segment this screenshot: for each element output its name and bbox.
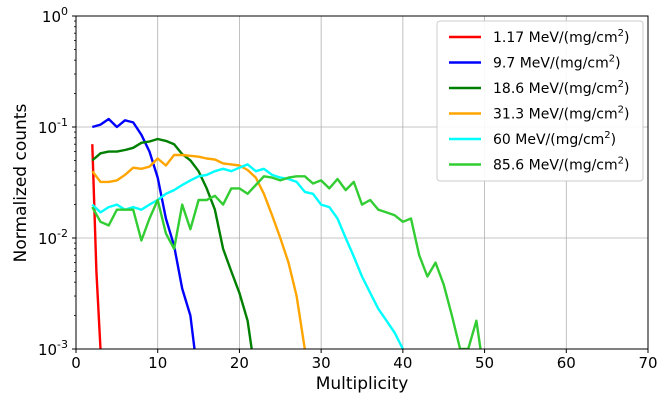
plot-frame — [75, 15, 649, 350]
legend-label-2: 18.6 MeV/(mg/cm2) — [493, 79, 630, 97]
legend-label-4: 60 MeV/(mg/cm2) — [493, 130, 616, 148]
legend-label-0: 1.17 MeV/(mg/cm2) — [493, 28, 630, 46]
series-line-5 — [91, 175, 482, 349]
y-tick-label: 10-2 — [38, 227, 68, 248]
y-axis-label: Normalized counts — [11, 104, 31, 263]
y-tick-label: 10-3 — [38, 338, 68, 359]
x-tick-label: 70 — [638, 354, 657, 372]
y-tick-label: 10-1 — [38, 116, 68, 137]
series-line-2 — [91, 137, 253, 349]
legend-label-1: 9.7 MeV/(mg/cm2) — [493, 54, 621, 72]
x-tick-label: 0 — [71, 354, 81, 372]
series-line-4 — [91, 163, 404, 349]
x-tick-label: 50 — [475, 354, 494, 372]
legend-box — [436, 20, 644, 182]
axis-ticks: 0 10 20 30 40 50 60 70 100 10-1 10-2 10-3 — [38, 5, 658, 372]
series-layer — [91, 117, 482, 349]
x-tick-label: 40 — [393, 354, 412, 372]
x-axis-label: Multiplicity — [316, 374, 409, 394]
legend: 1.17 MeV/(mg/cm2) 9.7 MeV/(mg/cm2) 18.6 Me… — [436, 20, 644, 182]
y-tick-label: 100 — [42, 5, 68, 26]
legend-label-3: 31.3 MeV/(mg/cm2) — [493, 105, 630, 123]
x-tick-label: 10 — [148, 354, 167, 372]
x-tick-label: 20 — [230, 354, 249, 372]
x-tick-label: 60 — [557, 354, 576, 372]
series-line-3 — [91, 153, 306, 349]
series-line-0 — [91, 144, 102, 349]
x-tick-label: 30 — [312, 354, 331, 372]
legend-label-5: 85.6 MeV/(mg/cm2) — [493, 156, 630, 174]
